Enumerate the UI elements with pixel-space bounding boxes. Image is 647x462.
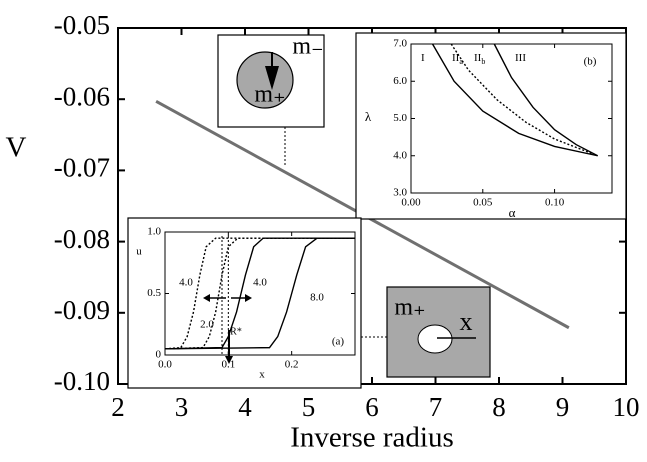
x-tick-label: 8	[492, 392, 506, 422]
inset-b-line	[493, 43, 598, 157]
marker-label: R*	[230, 326, 242, 337]
diagram-bottom: m₊ x	[386, 286, 491, 378]
inset-a-line	[164, 237, 355, 350]
x-tick-label: 0.05	[473, 197, 493, 209]
region-label: I	[421, 52, 425, 64]
x-tick-label: 0.2	[285, 359, 299, 371]
inset-b-line	[431, 43, 598, 157]
inset-a-line	[164, 237, 355, 350]
region-label-main: II	[474, 52, 482, 64]
arrowhead	[225, 356, 233, 364]
y-tick-label: 0	[156, 349, 162, 361]
arrowhead	[203, 294, 210, 302]
region-label: IIa	[452, 52, 463, 66]
x-tick-label: 0.10	[545, 197, 565, 209]
y-axis-label: λ	[365, 109, 372, 124]
panel-label: (b)	[584, 56, 597, 68]
curve-label: 8.0	[310, 292, 324, 304]
annotation: m₋	[292, 34, 323, 60]
inset-a-line	[164, 237, 355, 350]
x-tick-label: 7	[429, 392, 443, 422]
y-tick-label: -0.09	[54, 295, 110, 325]
curve-label: 4.0	[253, 277, 267, 289]
y-tick-label: 0.5	[147, 287, 161, 299]
x-tick-label: 0.1	[221, 359, 235, 371]
x-axis-label: x	[259, 369, 265, 381]
diagram-hole	[417, 324, 453, 354]
y-tick-label: -0.08	[54, 224, 110, 254]
region-label: IIb	[474, 52, 485, 66]
region-label-main: I	[421, 52, 425, 64]
diagram-arrowhead	[265, 66, 279, 90]
x-tick-label: 2	[111, 392, 125, 422]
region-label-sub: b	[481, 57, 485, 66]
y-tick-label: -0.05	[54, 10, 110, 40]
inset-background	[355, 32, 627, 220]
x-tick-label: 0.0	[158, 359, 172, 371]
x-tick-label: 9	[556, 392, 570, 422]
x-axis-label: α	[509, 205, 516, 220]
x-tick-label: 10	[613, 392, 640, 422]
y-tick-label: 4.0	[393, 149, 407, 161]
y-axis-label: V	[6, 132, 27, 164]
x-tick-label: 4	[238, 392, 252, 422]
region-label-sub: a	[459, 57, 463, 66]
annotation: m₊	[394, 295, 425, 321]
y-tick-label: -0.07	[54, 153, 110, 183]
inset-background	[127, 217, 362, 389]
diagram-top: m₋ m₊	[217, 34, 325, 128]
x-tick-label: 0.00	[401, 197, 421, 209]
y-tick-label: 6.0	[393, 75, 407, 87]
curve-label: 4.0	[179, 277, 193, 289]
x-tick-label: 3	[175, 392, 189, 422]
curve-label: 2.0	[200, 319, 214, 331]
annotation: x	[460, 307, 473, 336]
y-tick-label: -0.10	[54, 366, 110, 396]
annotation: m₊	[254, 82, 285, 108]
y-tick-label: 7.0	[393, 38, 407, 50]
y-tick-label: 1.0	[147, 226, 161, 238]
region-label: III	[515, 52, 526, 64]
y-tick-label: 5.0	[393, 112, 407, 124]
panel-label: (a)	[332, 336, 345, 348]
region-label-main: III	[515, 52, 526, 64]
x-axis-label: Inverse radius	[290, 422, 453, 454]
y-axis-label: u	[136, 246, 142, 258]
y-tick-label: -0.06	[54, 81, 110, 111]
x-tick-label: 5	[302, 392, 316, 422]
arrowhead	[245, 294, 252, 302]
region-label-main: II	[452, 52, 460, 64]
y-tick-label: 3.0	[393, 187, 407, 199]
inset-b-line	[450, 43, 598, 157]
x-tick-label: 6	[365, 392, 379, 422]
